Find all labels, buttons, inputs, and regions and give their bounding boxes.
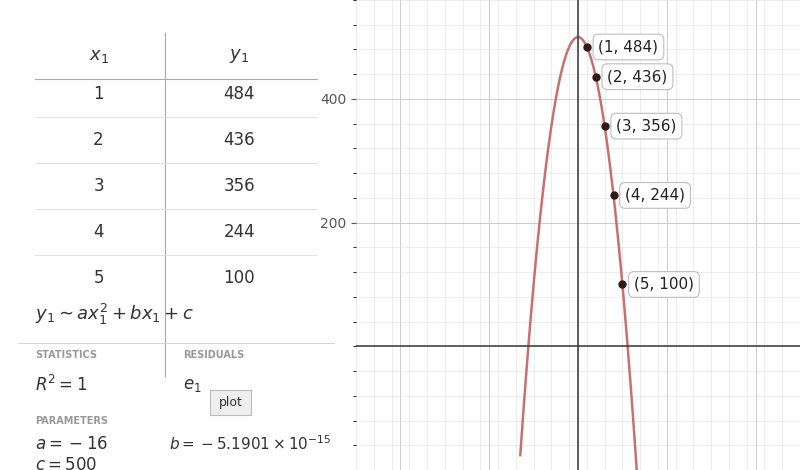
Text: $y_1{\sim}ax_1^2 + bx_1 + c$: $y_1{\sim}ax_1^2 + bx_1 + c$ bbox=[35, 302, 194, 328]
Text: $y_1$: $y_1$ bbox=[230, 47, 250, 65]
Text: STATISTICS: STATISTICS bbox=[35, 350, 98, 360]
Text: plot: plot bbox=[218, 396, 242, 409]
Text: 5: 5 bbox=[94, 269, 104, 287]
Text: 3: 3 bbox=[94, 177, 104, 195]
Text: $x_1$: $x_1$ bbox=[89, 47, 109, 65]
Text: (3, 356): (3, 356) bbox=[616, 118, 677, 133]
Text: $R^2 = 1$: $R^2 = 1$ bbox=[35, 376, 87, 395]
Text: 2: 2 bbox=[94, 131, 104, 149]
Text: $e_1$: $e_1$ bbox=[183, 376, 202, 394]
Text: 484: 484 bbox=[224, 85, 255, 103]
Text: (5, 100): (5, 100) bbox=[634, 277, 694, 292]
Text: $b = -5.1901 \times 10^{-15}$: $b = -5.1901 \times 10^{-15}$ bbox=[169, 435, 331, 454]
Text: RESIDUALS: RESIDUALS bbox=[183, 350, 244, 360]
Text: $c = 500$: $c = 500$ bbox=[35, 456, 98, 470]
Text: 356: 356 bbox=[223, 177, 255, 195]
Text: 1: 1 bbox=[94, 85, 104, 103]
Text: (4, 244): (4, 244) bbox=[625, 188, 685, 203]
Text: $a = -16$: $a = -16$ bbox=[35, 435, 108, 453]
Text: 100: 100 bbox=[223, 269, 255, 287]
Text: 4: 4 bbox=[94, 223, 104, 241]
Text: PARAMETERS: PARAMETERS bbox=[35, 415, 108, 426]
Text: 244: 244 bbox=[223, 223, 255, 241]
Text: (1, 484): (1, 484) bbox=[598, 39, 658, 55]
Text: 436: 436 bbox=[223, 131, 255, 149]
Text: (2, 436): (2, 436) bbox=[607, 69, 667, 84]
